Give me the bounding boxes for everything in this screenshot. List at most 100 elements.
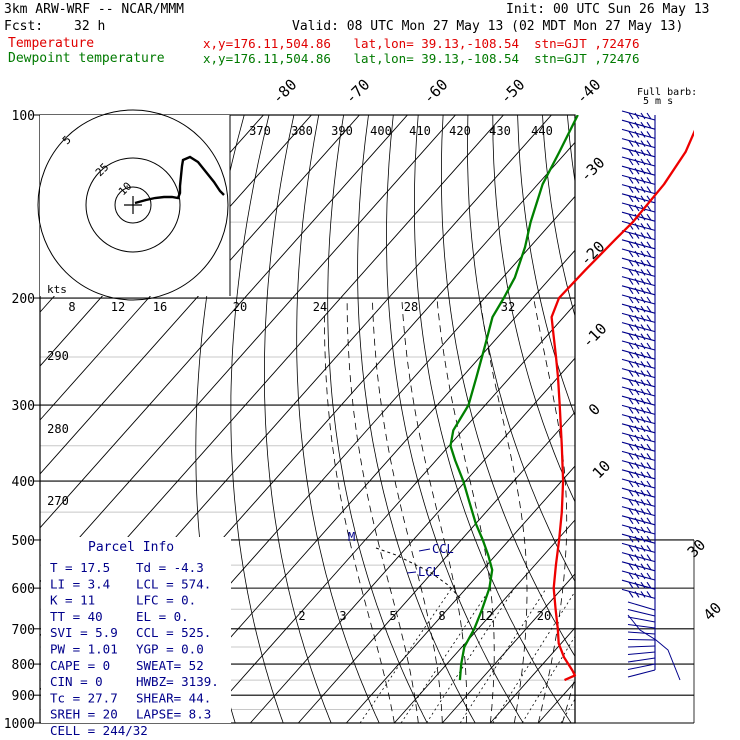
wind-barb [621, 561, 656, 572]
mixing-ratio-line [560, 698, 575, 724]
dry-adiabat [357, 115, 476, 724]
theta-label: 380 [291, 124, 313, 138]
theta-label: 290 [47, 349, 69, 363]
wind-barb [621, 165, 656, 176]
wind-barb [621, 432, 656, 443]
parcel-info-right: LFC = 0. [136, 593, 196, 608]
parcel-info-right: HWBZ= 3139. [136, 674, 219, 689]
isotherm [682, 115, 740, 723]
wind-barb [621, 478, 656, 489]
temperature-profile [550, 129, 694, 682]
hodograph-speed-label: 28 [404, 300, 418, 314]
moist-adiabat [401, 297, 468, 724]
wind-barb [621, 110, 656, 121]
wind-barb [621, 340, 656, 351]
valid-time: Valid: 08 UTC Mon 27 May 13 (02 MDT Mon … [292, 19, 684, 34]
mixing-ratio-line [459, 587, 547, 724]
wind-barb [627, 663, 656, 670]
parcel-info-right: LAPSE= 8.3 [136, 707, 211, 722]
moist-adiabat [634, 298, 740, 723]
parcel-info-left: K = 11 [50, 593, 95, 608]
isotherm-label: -10 [579, 320, 611, 352]
dry-adiabat [467, 115, 575, 583]
wind-barb [621, 156, 656, 167]
parcel-tick [406, 571, 417, 574]
wind-barb [621, 579, 656, 590]
wind-barb [621, 368, 656, 379]
isotherm [249, 357, 575, 724]
wind-barb [627, 609, 656, 617]
theta-label: 410 [409, 124, 431, 138]
mixing-ratio-label: 8 [438, 609, 445, 623]
parcel-info-right: SHEAR= 44. [136, 690, 211, 705]
isotherm-label: -70 [342, 76, 374, 108]
hodograph-speed-label: 20 [233, 300, 247, 314]
mixing-ratio-label: 5 [389, 609, 396, 623]
wind-barb [621, 404, 656, 415]
wind-barb [621, 147, 656, 158]
dewpoint-legend: Dewpoint temperature [8, 51, 165, 66]
wind-barb [621, 193, 656, 204]
dry-adiabat [717, 115, 740, 723]
parcel-label: CCL [432, 542, 454, 556]
parcel-tick [418, 548, 431, 552]
wind-barb [627, 614, 681, 681]
dewpoint-profile [449, 115, 579, 681]
wind-barb [621, 414, 656, 425]
mixing-ratio-label: 2 [298, 609, 305, 623]
hodograph-ring [85, 157, 181, 253]
parcel-label: M [348, 530, 355, 544]
parcel-info-left: CAPE = 0 [50, 658, 110, 673]
pressure-label: 300 [12, 399, 35, 414]
hodograph-ring [37, 109, 229, 301]
wind-barb [627, 616, 656, 623]
dewpoint-location: x,y=176.11,504.86 lat,lon= 39.13,-108.54… [203, 51, 640, 66]
wind-barb [621, 469, 656, 480]
wind-barb [621, 588, 656, 599]
parcel-info-right: LCL = 574. [136, 576, 211, 591]
wind-barb [621, 230, 656, 241]
moist-adiabat [436, 297, 495, 724]
temperature-location: x,y=176.11,504.86 lat,lon= 39.13,-108.54… [203, 36, 640, 51]
wind-barb [621, 257, 656, 268]
isotherm-label: -50 [497, 76, 529, 108]
dry-adiabat [667, 115, 740, 723]
isotherm-label: -40 [573, 76, 605, 108]
isotherm [730, 115, 740, 723]
wind-barb [627, 669, 656, 678]
moist-adiabat [346, 297, 419, 724]
wind-barb [621, 303, 656, 314]
theta-label: 370 [249, 124, 271, 138]
parcel-info-left: CIN = 0 [50, 674, 103, 689]
parcel-info-left: SREH = 20 [50, 707, 118, 722]
moist-adiabat [561, 676, 575, 724]
wind-barb [621, 184, 656, 195]
wind-barb [627, 639, 656, 641]
mixing-ratio-label: 3 [339, 609, 346, 623]
isotherm [297, 411, 575, 724]
isotherm-label: 0 [585, 400, 604, 419]
dry-adiabat [492, 115, 575, 503]
dry-adiabat [692, 115, 740, 723]
forecast-hour: 32 h [74, 19, 106, 34]
dry-adiabat [230, 115, 284, 724]
parcel-info-right: YGP = 0.0 [136, 642, 204, 657]
wind-barb [621, 276, 656, 287]
isotherm-label: -30 [577, 154, 609, 186]
mixing-ratio-label: 20 [537, 609, 551, 623]
isotherm [441, 573, 575, 724]
wind-barb [627, 624, 656, 629]
wind-barb [627, 601, 656, 611]
barb-legend-unit: 5 m s [643, 96, 673, 107]
pressure-label: 500 [12, 534, 35, 549]
wind-barb [621, 460, 656, 471]
theta-label: 440 [531, 124, 553, 138]
theta-label: 390 [331, 124, 353, 138]
wind-barb [621, 294, 656, 305]
mixing-ratio-line [492, 590, 575, 724]
hodograph-unit: kts [47, 283, 67, 296]
pressure-label: 200 [12, 292, 35, 307]
isotherm [586, 115, 740, 723]
parcel-info-left: T = 17.5 [50, 560, 110, 575]
hodograph-speed-label: 12 [111, 300, 125, 314]
